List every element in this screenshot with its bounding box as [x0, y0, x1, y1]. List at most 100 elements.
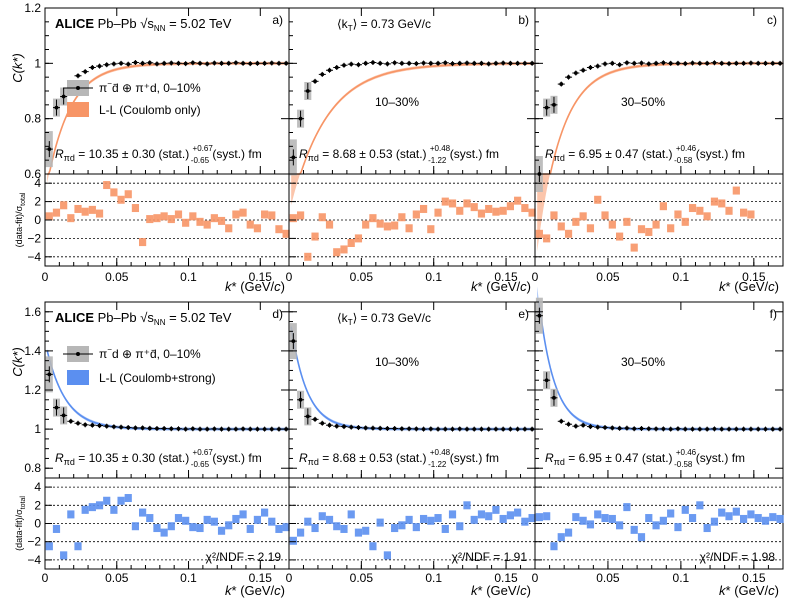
pull-box — [347, 510, 355, 519]
pull-box — [325, 220, 334, 229]
data-point — [741, 61, 746, 66]
data-point — [712, 427, 717, 431]
data-point — [588, 65, 593, 70]
data-point — [291, 155, 296, 160]
pull-box — [688, 514, 697, 523]
pull-box — [579, 516, 587, 525]
data-point — [734, 61, 739, 66]
data-point — [298, 397, 303, 402]
radius-result-part: = 10.35 ± 0.30 (stat.) — [75, 451, 193, 465]
pull-box — [74, 204, 82, 213]
radius-result-part: +0.48 — [430, 448, 451, 457]
data-point — [291, 339, 296, 344]
pull-box — [296, 528, 305, 537]
data-point — [486, 427, 491, 432]
radius-result-part: πd — [64, 153, 75, 163]
pull-box — [550, 211, 558, 220]
data-point — [639, 426, 644, 431]
experiment-header-part: √s — [140, 16, 154, 31]
y-tick-label: 1.2 — [24, 1, 41, 15]
pull-box — [289, 536, 297, 545]
data-point — [625, 426, 629, 431]
data-point — [501, 427, 506, 432]
data-point — [54, 405, 59, 410]
radius-result-part: πd — [554, 153, 565, 163]
pull-box — [304, 517, 312, 526]
data-point — [126, 425, 131, 430]
radius-result-part: -1.22 — [428, 156, 447, 165]
pull-box — [725, 206, 733, 215]
x-tick-label: 0.15 — [742, 270, 766, 284]
ratio-y-tick-label: −2 — [27, 535, 41, 549]
ratio-y-tick-label: 2 — [34, 498, 41, 512]
data-point — [428, 61, 433, 66]
data-point — [632, 426, 637, 431]
pull-box — [579, 212, 587, 221]
pull-box — [667, 509, 675, 518]
data-point — [581, 68, 586, 73]
radius-result: Rπd = 10.35 ± 0.30 (stat.) +0.67 -0.65 (s… — [55, 144, 262, 165]
data-point — [140, 61, 145, 66]
data-point — [756, 61, 761, 66]
data-point — [212, 427, 217, 431]
data-point — [443, 60, 448, 65]
x-axis-label: k* (GeV/c) — [225, 279, 285, 294]
legend-data-label-part: d̄ ⊕ π⁺d, 0–10% — [112, 81, 201, 95]
data-point — [566, 75, 571, 80]
pull-box — [608, 220, 616, 229]
pull-box — [131, 204, 140, 213]
pull-box — [225, 521, 233, 530]
data-point — [47, 147, 52, 152]
data-point — [749, 427, 753, 432]
data-point — [712, 60, 717, 65]
x-tick-label: 0 — [42, 571, 49, 585]
experiment-header: ALICE Pb–Pb √sNN = 5.02 TeV — [55, 310, 232, 327]
pull-box — [477, 510, 486, 519]
x-tick-label: 0.15 — [249, 571, 273, 585]
x-tick-label: 0.1 — [673, 270, 690, 284]
pull-box — [131, 522, 140, 531]
pull-box — [74, 542, 82, 551]
data-point — [104, 62, 109, 67]
data-point — [508, 61, 513, 66]
pull-box — [659, 202, 667, 211]
data-point — [90, 65, 95, 70]
data-point — [617, 62, 622, 67]
legend-fit-label: L-L (Coulomb only) — [99, 103, 201, 117]
legend-fit-marker — [67, 370, 89, 385]
chart-block-top: C(k*) (data-fit)/σtotal 0.6 0.8 1 1.2 a) Rπd = … — [10, 1, 784, 294]
pull-box — [268, 211, 276, 220]
chart-block-bottom: C(k*) (data-fit)/σtotal 0.8 1 1.2 1.4 1.6 d) Rπd… — [10, 286, 784, 598]
data-point — [198, 61, 202, 66]
radius-result-part: (syst.) fm — [209, 147, 262, 161]
x-tick-label: 0 — [286, 571, 293, 585]
ratio-y-axis-label-sub: total — [20, 496, 27, 510]
data-point — [705, 427, 710, 432]
pull-box — [189, 212, 197, 221]
data-point — [421, 427, 426, 432]
pull-box — [160, 212, 168, 221]
legend-fit-label: L-L (Coulomb+strong) — [99, 371, 216, 385]
data-point — [104, 424, 109, 429]
pull-box — [60, 201, 68, 210]
x-axis-label-part: c — [768, 279, 775, 294]
radius-result-part: R — [55, 451, 64, 465]
pull-box — [659, 516, 667, 525]
data-point — [436, 427, 440, 432]
data-point — [756, 427, 761, 432]
data-point — [97, 64, 102, 68]
pull-box — [514, 196, 522, 205]
data-point — [668, 61, 673, 66]
pull-box — [463, 501, 471, 510]
pull-box — [239, 510, 247, 519]
pull-box — [761, 516, 770, 525]
legend-data-label-part: − — [107, 345, 112, 354]
pull-box — [217, 526, 226, 535]
legend-fit-marker — [67, 102, 89, 117]
radius-result-part: = 10.35 ± 0.30 (stat.) — [75, 147, 193, 161]
data-point — [763, 427, 768, 432]
pull-box — [405, 515, 413, 524]
data-point — [603, 425, 607, 430]
x-tick-label: 0.15 — [494, 571, 518, 585]
pull-box — [535, 229, 543, 238]
